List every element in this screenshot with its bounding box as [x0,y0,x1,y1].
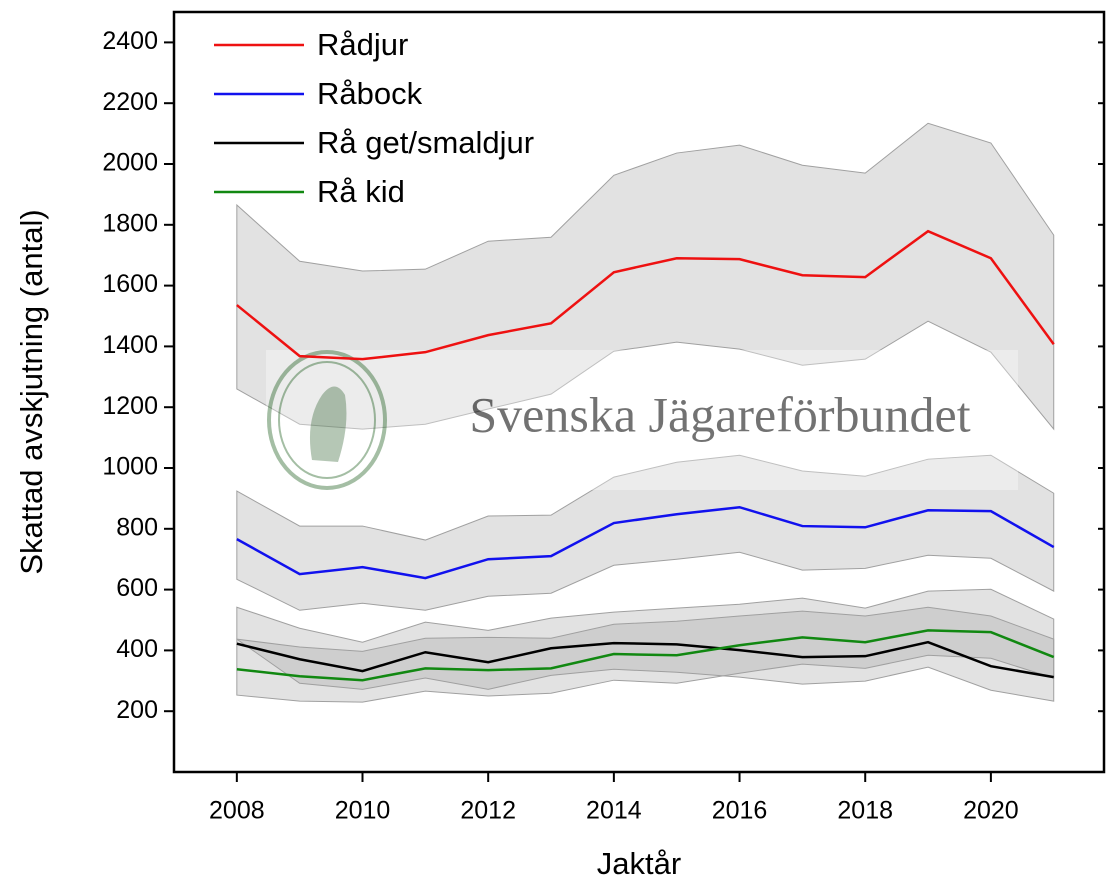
watermark-backdrop [266,350,1018,490]
y-tick-label: 600 [116,574,158,602]
watermark-logo [267,350,387,490]
y-tick-label: 200 [116,696,158,724]
confidence-band [236,454,1055,611]
y-tick-label: 2400 [102,27,158,55]
legend-label: Råbock [317,76,423,111]
y-axis-label: Skattad avskjutning (antal) [14,209,49,574]
y-tick-label: 800 [116,513,158,541]
y-tick-label: 1800 [102,209,158,237]
series-line [236,629,1055,682]
confidence-band [236,122,1055,431]
watermark-bird [309,386,347,462]
watermark-text: Svenska Jägareförbundet [469,386,970,442]
confidence-band [236,588,1055,702]
x-tick-label: 2016 [712,797,768,825]
series-line [236,640,1054,679]
y-tick-label: 1200 [102,392,158,420]
series-line [236,505,1055,580]
lines [236,229,1055,682]
y-tick-label: 1600 [102,270,158,298]
x-tick-label: 2018 [837,797,893,825]
x-tick-label: 2012 [460,797,516,825]
legend-label: Rå kid [317,174,405,209]
x-axis-label: Jaktår [597,846,681,881]
y-tick-label: 2200 [102,88,158,116]
legend-label: Rå get/smaldjur [317,125,534,160]
series-line [236,229,1055,361]
bands [236,122,1055,703]
plot-frame [172,10,1106,774]
x-tick-label: 2010 [335,797,391,825]
y-tick-label: 1400 [102,331,158,359]
x-tick-label: 2020 [963,797,1019,825]
legend-label: Rådjur [317,27,408,62]
x-tick-label: 2008 [209,797,265,825]
watermark: Svenska Jägareförbundet [266,350,1018,490]
y-tick-label: 400 [116,635,158,663]
watermark-logo-inner [278,361,376,479]
x-tick-label: 2014 [586,797,642,825]
y-tick-label: 2000 [102,149,158,177]
y-tick-label: 1000 [102,453,158,481]
